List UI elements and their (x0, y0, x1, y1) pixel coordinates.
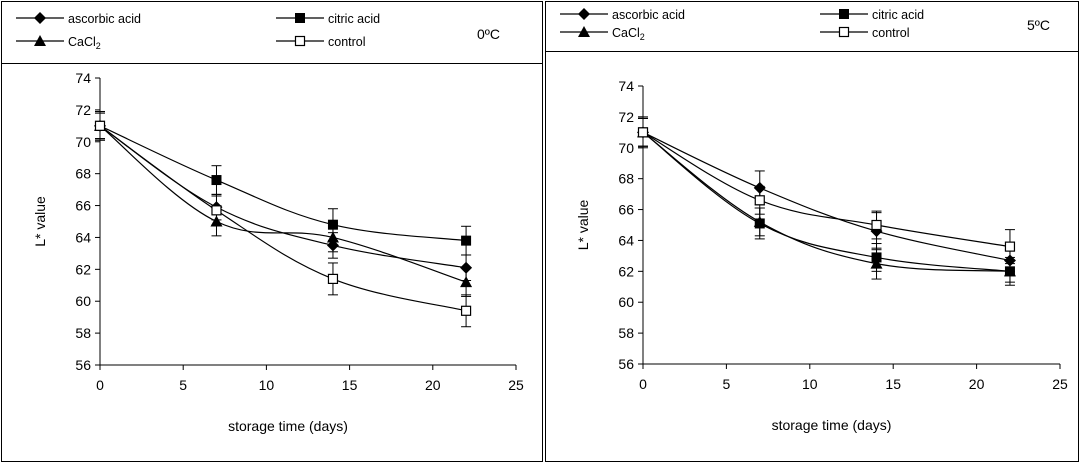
x-tick-label: 10 (259, 377, 275, 393)
data-point (327, 273, 339, 284)
x-tick-label: 0 (639, 376, 647, 392)
series-citric-acid (638, 117, 1015, 283)
series-control (637, 116, 1016, 265)
y-tick-label: 74 (75, 70, 91, 86)
legend-label: citric acid (328, 12, 380, 26)
x-tick-label: 25 (508, 377, 524, 393)
x-tick-label: 5 (723, 376, 731, 392)
legend-label: CaCl2 (612, 26, 645, 42)
x-tick-label: 10 (802, 376, 818, 392)
y-tick-label: 74 (618, 78, 634, 94)
data-point (461, 235, 472, 246)
y-tick-label: 66 (618, 202, 634, 218)
legend-marker (34, 12, 46, 24)
data-point (460, 305, 472, 316)
y-tick-label: 68 (618, 171, 634, 187)
legend-label-subscript: 2 (640, 32, 645, 42)
y-tick-label: 70 (618, 140, 634, 156)
legend-label: control (872, 26, 910, 40)
legend-label-main: CaCl (68, 35, 96, 49)
y-tick-label: 64 (618, 232, 634, 248)
chart-panel-1: 0ºC ascorbic acid citric acid CaCl2 control 5… (1, 1, 543, 462)
y-tick-label: 64 (75, 229, 91, 245)
chart-frame (545, 1, 1079, 462)
legend-label: ascorbic acid (612, 8, 685, 22)
legend-marker (295, 13, 305, 23)
x-tick-label: 5 (179, 377, 187, 393)
legend-label: citric acid (872, 8, 924, 22)
data-point (870, 257, 883, 269)
series-line (99, 125, 467, 269)
x-tick-label: 15 (342, 377, 358, 393)
x-tick-label: 20 (969, 376, 985, 392)
legend-marker (839, 9, 849, 19)
y-axis-label: L* value (575, 199, 591, 250)
data-point (1004, 241, 1016, 252)
data-point (637, 127, 649, 138)
legend-label-subscript: 2 (96, 41, 101, 51)
legend: ascorbic acid citric acid CaCl2 control (560, 8, 924, 42)
y-tick-label: 60 (75, 293, 91, 309)
series-control (94, 110, 472, 328)
series-cacl2 (637, 117, 1016, 286)
series-line (99, 125, 467, 312)
data-point (211, 175, 222, 186)
axes: 56 58 60 62 64 66 68 70 72 74 0 5 10 15 20 25 storage ti… (575, 78, 1068, 433)
series-line (99, 125, 467, 242)
x-tick-label: 15 (885, 376, 901, 392)
data-point (754, 195, 765, 206)
y-tick-label: 72 (618, 109, 634, 125)
data-point (753, 215, 766, 227)
series-ascorbic-acid (94, 112, 473, 281)
chart-frame (1, 1, 543, 462)
legend-marker (34, 35, 46, 46)
temperature-label: 5ºC (1027, 17, 1050, 33)
series-line (642, 131, 1011, 248)
series-cacl2 (94, 112, 473, 297)
legend-label-main: CaCl (612, 26, 640, 40)
chart-panel-2: 5ºC ascorbic acid citric acid CaCl2 control 5… (545, 1, 1079, 462)
series-line (99, 125, 467, 283)
legend-label: ascorbic acid (68, 12, 141, 26)
legend-marker (578, 26, 590, 37)
y-tick-label: 56 (75, 357, 91, 373)
series-line (642, 131, 1011, 272)
y-tick-label: 56 (618, 356, 634, 372)
y-tick-label: 72 (75, 102, 91, 118)
y-tick-label: 58 (75, 325, 91, 341)
data-point (460, 276, 473, 288)
legend-label: control (328, 35, 366, 49)
y-tick-label: 62 (75, 261, 91, 277)
legend: ascorbic acid citric acid CaCl2 control (16, 12, 380, 51)
x-tick-label: 0 (96, 377, 104, 393)
x-tick-label: 25 (1052, 376, 1068, 392)
data-point (1003, 265, 1016, 277)
data-point (326, 231, 339, 243)
series-line (642, 131, 1010, 272)
y-tick-label: 60 (618, 294, 634, 310)
y-tick-label: 58 (618, 325, 634, 341)
data-point (211, 205, 222, 216)
y-tick-label: 68 (75, 166, 91, 182)
legend-marker (294, 35, 306, 47)
legend-label: CaCl2 (68, 35, 101, 51)
temperature-label: 0ºC (477, 26, 500, 42)
x-axis-label: storage time (days) (228, 418, 348, 434)
legend-marker (578, 8, 590, 20)
legend-marker (838, 26, 850, 38)
x-axis-label: storage time (days) (772, 417, 892, 433)
data-point (871, 219, 882, 231)
data-point (94, 120, 106, 131)
series-line (642, 131, 1011, 262)
axes: 56 58 60 62 64 66 68 70 72 74 0 5 10 15 20 25 storage ti… (32, 70, 524, 434)
y-tick-label: 62 (618, 263, 634, 279)
y-tick-label: 70 (75, 134, 91, 150)
y-axis-label: L* value (32, 196, 48, 247)
y-tick-label: 66 (75, 198, 91, 214)
x-tick-label: 20 (425, 377, 441, 393)
